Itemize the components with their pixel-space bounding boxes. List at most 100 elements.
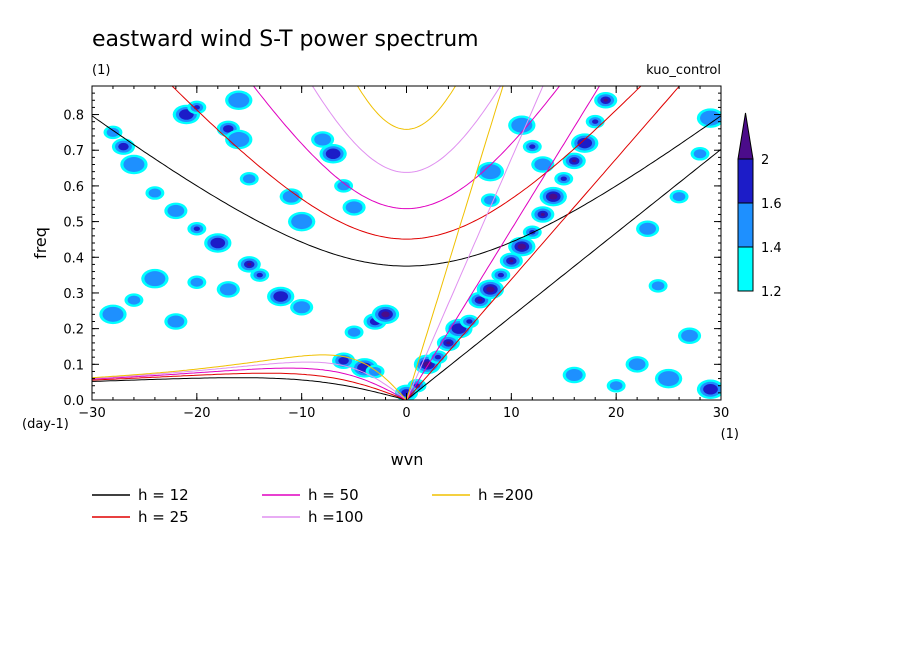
contour-level [658,371,680,387]
plot-frame [91,85,722,401]
contour-level [509,259,514,263]
y-axis-ticks: 0.0 0.1 0.2 0.3 0.4 0.5 0.6 0.7 0.8 [63,85,721,409]
colorbar-segment [737,246,754,292]
contour-blob [225,90,253,111]
contour-blob [279,188,303,205]
contour-level [337,181,350,191]
contour-blob [562,366,586,384]
contour-level [466,319,473,324]
contour-level [511,117,533,133]
contour-blob [571,133,599,153]
contour-level [144,271,166,287]
contour-level [228,132,250,148]
contour-level [338,357,349,365]
y-tick-label: 0.5 [63,216,84,231]
x-tick-label: 0 [402,406,410,421]
contour-blob [371,304,400,325]
contour-level [282,190,300,203]
dispersion-curve-gravity [171,86,642,240]
contour-level [247,262,252,266]
contour-blob [216,281,240,298]
dispersion-curve-gravity [92,115,721,267]
contour-blob [606,378,626,393]
contour-blob [103,125,123,140]
contour-level [381,311,390,318]
contour-level [167,204,185,217]
contour-level [577,137,593,149]
y-tick-label: 0.4 [63,251,84,266]
contour-level [572,159,577,163]
contour-blob [562,152,586,170]
colorbar: 1.2 1.4 1.6 2 [737,112,782,300]
colorbar-label: 1.4 [761,241,782,256]
contour-level [190,277,204,287]
contour-level [210,237,226,249]
contour-blob [459,314,479,329]
contour-blob [491,268,511,282]
dispersion-curve-rossby [92,354,407,400]
contour-level [219,283,237,296]
x-tick-label: 30 [713,406,730,421]
chart-title: eastward wind S-T power spectrum [92,27,479,52]
colorbar-label: 1.2 [761,285,782,300]
contour-blob [250,268,270,282]
contour-blob [428,350,448,364]
contour-blob [625,356,649,373]
y-tick-label: 0.6 [63,180,84,195]
contour-blob [690,147,710,161]
contour-blob [669,189,689,204]
contour-level [223,125,234,133]
contour-blob [539,186,567,207]
contour-blob [678,327,702,345]
contour-blob [636,220,660,237]
dispersion-curve-gravity [311,86,502,173]
contour-blob [319,144,347,164]
contour-level [603,98,608,102]
contour-level [479,164,501,180]
x-tick-label: −10 [288,406,315,421]
contour-level [291,214,313,230]
contour-level [549,193,558,200]
dispersion-curve-kelvin [406,148,721,400]
x-tick-label: −20 [183,406,210,421]
legend-label: h =200 [478,486,533,504]
contour-level [347,327,361,337]
contour-level [497,272,504,278]
contour-blob [554,172,574,186]
contour-blob [164,202,188,220]
contour-blob [187,221,207,236]
colorbar-label: 2 [761,153,769,168]
contour-blob [187,275,207,289]
y-tick-label: 0.8 [63,109,84,124]
contour-level [565,369,583,382]
contour-level [123,157,145,172]
contour-level [560,176,567,182]
contour-blob [585,114,605,129]
contour-blob [225,129,253,150]
contour-level [314,133,332,146]
contour-blob [267,286,295,307]
contour-blob [141,268,169,289]
contour-blob [480,193,500,207]
contour-level [681,329,698,342]
dispersion-curve-kelvin [406,86,601,400]
contour-blob [99,304,127,325]
x-axis-label: wvn [391,450,424,469]
contour-level [486,286,495,293]
contour-level [368,366,382,376]
legend-label: h = 50 [308,486,359,504]
contour-blob [204,233,232,253]
contour-level [609,381,623,391]
contour-level [193,226,200,231]
contour-blob [522,139,542,154]
contour-level [167,315,185,328]
contour-blob [531,206,555,223]
contour-blob [311,131,335,148]
contour-blob [499,252,523,270]
contour-level [325,148,341,160]
x-tick-label: −30 [78,406,105,421]
contour-level [127,295,141,305]
contour-blob [648,279,668,293]
legend-label: h = 12 [138,486,189,504]
